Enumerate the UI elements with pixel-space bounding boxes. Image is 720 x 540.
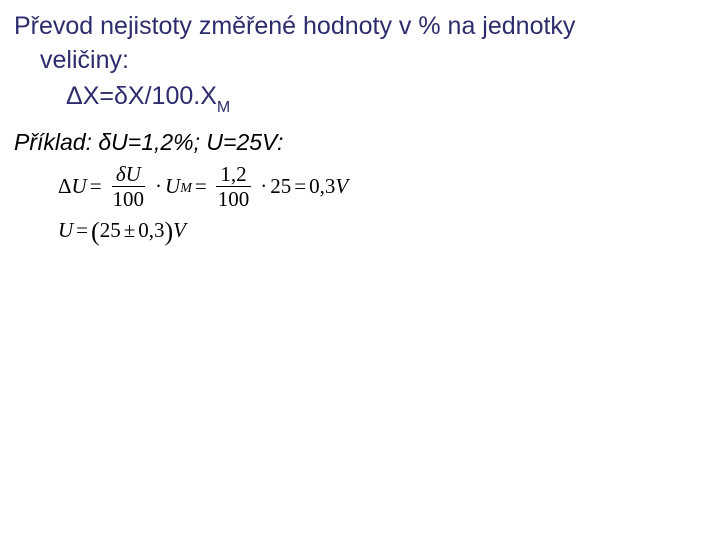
eq1-frac1-num: δU <box>112 163 145 187</box>
eq2-lhs: U <box>58 218 73 243</box>
delta-lower: δ <box>114 82 128 110</box>
eq1-lhs-delta: Δ <box>58 174 72 199</box>
eq1-frac1-den: 100 <box>109 187 149 210</box>
eq1-25: 25 <box>270 174 291 199</box>
eq1-um-var: U <box>165 174 180 199</box>
formula-var2: X <box>128 82 145 110</box>
heading-line1: Převod nejistoty změřené hodnoty v % na … <box>14 12 575 40</box>
eq1-lhs-var: U <box>72 174 87 199</box>
eq1-frac1-num-var: U <box>126 162 141 186</box>
eq2-lparen: ( <box>91 217 100 247</box>
heading-line2: veličiny: <box>14 44 706 78</box>
eq2-pm: ± <box>124 218 136 243</box>
eq1-frac2-den: 100 <box>214 187 254 210</box>
slide-page: Převod nejistoty změřené hodnoty v % na … <box>0 0 720 540</box>
eq1-eq2: = <box>195 174 207 199</box>
eq1-frac2-num: 1,2 <box>216 163 250 187</box>
example-label: Příklad: <box>14 129 92 155</box>
eq2-unit: V <box>173 218 186 243</box>
formula-over: /100. <box>145 82 201 110</box>
formula-eq: = <box>99 82 114 110</box>
heading: Převod nejistoty změřené hodnoty v % na … <box>14 10 706 78</box>
eq2-rparen: ) <box>164 217 173 247</box>
example-body: U=1,2%; U=25V: <box>111 129 283 155</box>
eq1-frac2: 1,2 100 <box>214 163 254 210</box>
eq2-eq: = <box>76 218 88 243</box>
equation-1: ΔU = δU 100 · UM = 1,2 100 · 25 = 0,3V <box>58 166 706 208</box>
eq1-dot1: · <box>155 174 162 199</box>
eq1-eq1: = <box>90 174 102 199</box>
example-line: Příklad: δU=1,2%; U=25V: <box>14 129 706 156</box>
eq1-eq3: = <box>294 174 306 199</box>
formula-sub: M <box>217 99 230 116</box>
equation-2: U = (25±0,3)V <box>58 210 706 252</box>
eq1-um-sub: M <box>180 181 192 197</box>
eq1-dot2: · <box>260 174 267 199</box>
math-block: ΔU = δU 100 · UM = 1,2 100 · 25 = 0,3V U… <box>14 166 706 252</box>
eq1-frac1: δU 100 <box>109 163 149 210</box>
eq1-result: 0,3 <box>309 174 335 199</box>
eq1-unit: V <box>335 174 348 199</box>
formula-var3: X <box>200 82 217 110</box>
eq1-frac1-num-delta: δ <box>116 162 126 186</box>
eq2-b: 0,3 <box>138 218 164 243</box>
eq2-a: 25 <box>100 218 121 243</box>
example-delta: δ <box>98 129 111 155</box>
formula-var1: X <box>83 82 100 110</box>
delta-upper: Δ <box>66 82 83 110</box>
formula-line: ΔX=δX/100.XM <box>14 82 706 115</box>
